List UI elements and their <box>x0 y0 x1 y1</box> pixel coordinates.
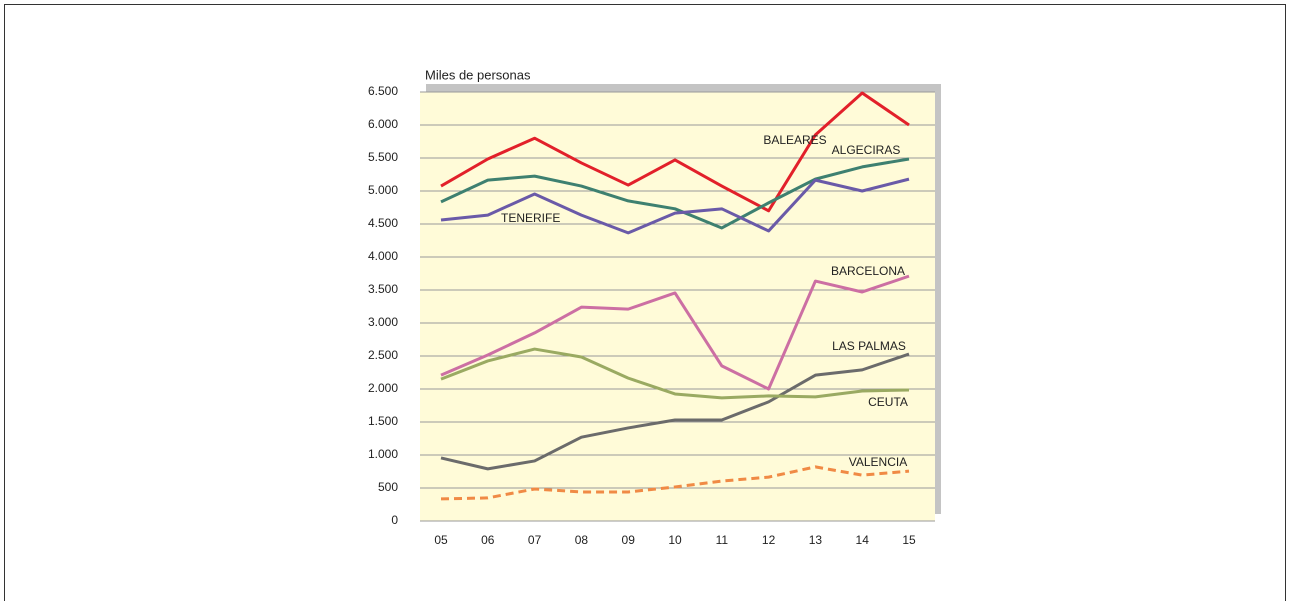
series-label: ALGECIRAS <box>832 143 901 157</box>
series-label: TENERIFE <box>501 211 560 225</box>
y-tick-label: 5.500 <box>368 150 398 164</box>
y-tick-label: 4.000 <box>368 249 398 263</box>
frame <box>4 4 1286 601</box>
series-line <box>440 91 910 213</box>
y-tick-label: 4.500 <box>368 216 398 230</box>
series-label: CEUTA <box>868 395 908 409</box>
y-axis-title: Miles de personas <box>425 67 531 82</box>
x-tick-label: 07 <box>528 533 542 547</box>
x-tick-label: 15 <box>902 533 916 547</box>
series-line <box>440 177 910 235</box>
x-tick-label: 08 <box>575 533 589 547</box>
series-line <box>440 347 910 400</box>
x-tick-label: 13 <box>809 533 823 547</box>
y-tick-label: 2.000 <box>368 381 398 395</box>
plot-area <box>420 92 935 521</box>
series-label: BALEARES <box>763 133 826 147</box>
x-tick-label: 06 <box>481 533 495 547</box>
series-line <box>440 352 910 471</box>
series-label: BARCELONA <box>831 264 905 278</box>
y-tick-label: 3.000 <box>368 315 398 329</box>
y-tick-label: 3.500 <box>368 282 398 296</box>
y-tick-label: 6.500 <box>368 84 398 98</box>
series-line <box>440 157 910 230</box>
x-tick-label: 11 <box>716 533 729 547</box>
x-tick-label: 09 <box>622 533 636 547</box>
x-tick-label: 14 <box>856 533 870 547</box>
y-tick-label: 1.000 <box>368 447 398 461</box>
y-tick-label: 500 <box>378 480 398 494</box>
x-tick-label: 10 <box>668 533 682 547</box>
y-tick-label: 5.000 <box>368 183 398 197</box>
y-tick-label: 1.500 <box>368 414 398 428</box>
x-tick-label: 12 <box>762 533 776 547</box>
series-line <box>440 465 910 501</box>
series-line <box>440 274 910 391</box>
series-label: VALENCIA <box>849 455 907 469</box>
y-tick-label: 6.000 <box>368 117 398 131</box>
x-tick-label: 05 <box>434 533 448 547</box>
series-label: LAS PALMAS <box>832 339 906 353</box>
y-tick-label: 2.500 <box>368 348 398 362</box>
y-tick-label: 0 <box>391 513 398 527</box>
